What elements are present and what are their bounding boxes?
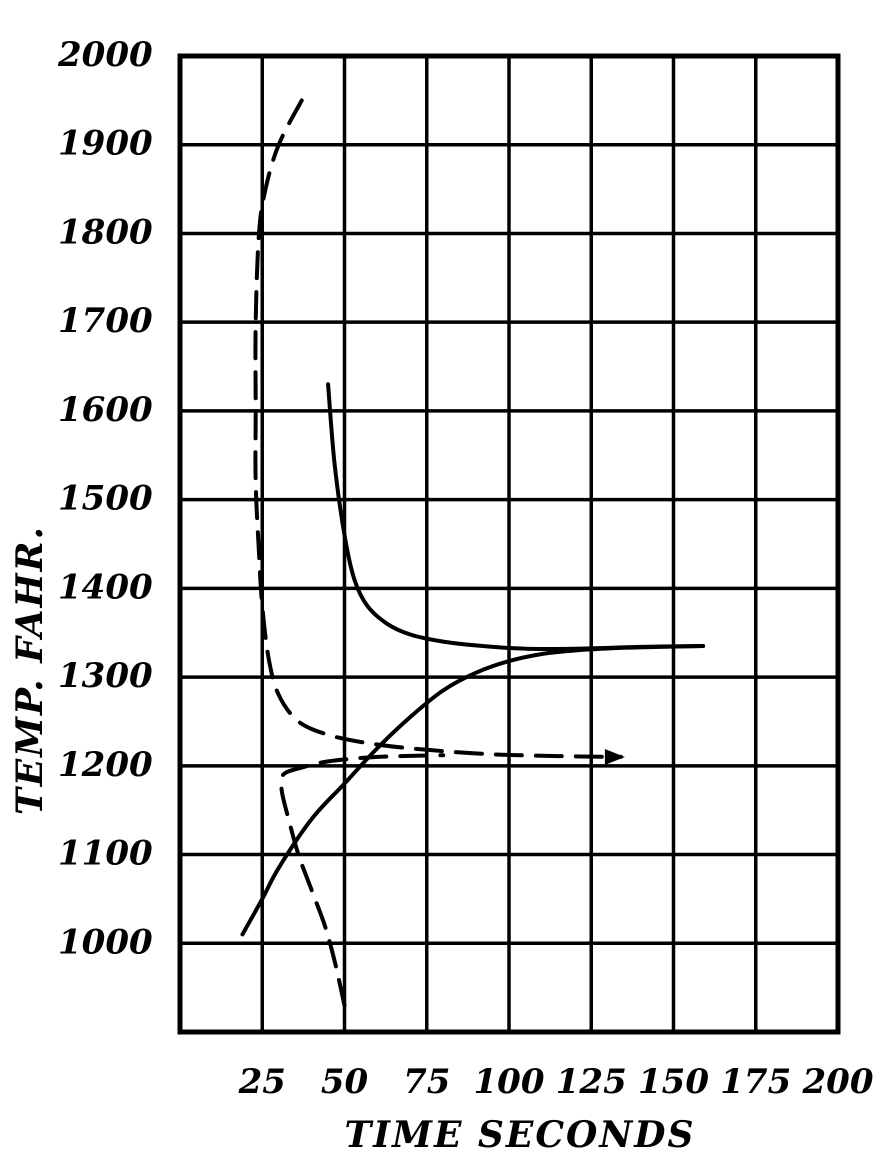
x-tick-label: 200	[802, 1062, 874, 1102]
x-axis-label: TIME SECONDS	[344, 1114, 695, 1156]
x-tick-label: 125	[556, 1062, 627, 1102]
plot-frame	[177, 53, 841, 1035]
y-tick-label: 2000	[57, 35, 153, 75]
vertical-grid-lines	[260, 56, 758, 1032]
y-tick-label: 1800	[58, 212, 153, 252]
x-tick-label: 50	[321, 1062, 369, 1102]
x-tick-label: 150	[638, 1062, 709, 1102]
y-tick-label: 1900	[58, 124, 153, 164]
y-tick-label: 1100	[58, 834, 153, 874]
x-tick-label: 100	[474, 1062, 545, 1102]
y-axis-label: TEMP. FAHR.	[9, 525, 51, 815]
y-tick-label: 1200	[58, 745, 153, 785]
solid-curve-3	[326, 382, 706, 651]
y-tick-label: 1700	[58, 301, 153, 341]
arrow-head	[604, 748, 625, 765]
y-tick-label: 1500	[58, 479, 153, 519]
dashed-curve-2	[279, 753, 446, 1008]
y-tick-label: 1000	[58, 922, 153, 962]
horizontal-grid-lines	[180, 142, 838, 946]
x-tick-label: 25	[238, 1062, 286, 1102]
x-tick-label: 175	[720, 1062, 791, 1102]
y-tick-label: 1600	[58, 390, 153, 430]
series-layer	[240, 98, 706, 1008]
x-tick-label: 75	[403, 1062, 450, 1102]
dashed-curve-1	[253, 98, 623, 759]
x-tick-labels: 25 50 75 100 125 150 175 200	[238, 1062, 874, 1102]
y-tick-label: 1300	[58, 656, 153, 696]
y-tick-label: 1400	[58, 567, 153, 607]
solid-curve-4	[240, 644, 706, 937]
y-tick-labels: 1000 1100 1200 1300 1400 1500 1600 1700 1800 1900…	[57, 35, 153, 962]
